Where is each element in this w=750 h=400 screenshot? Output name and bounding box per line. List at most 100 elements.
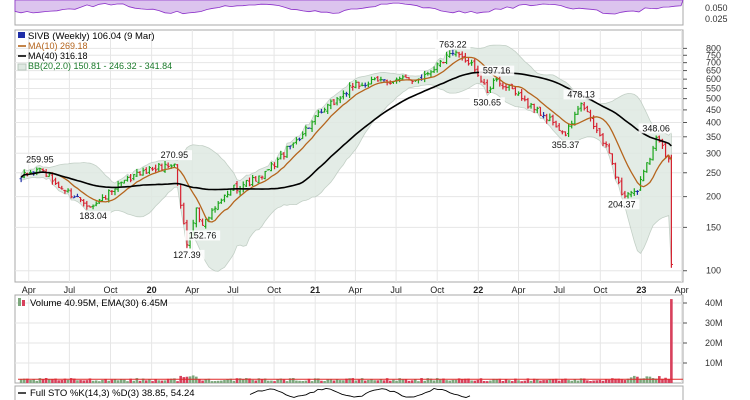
- volume-bar: [301, 381, 304, 383]
- volume-bar: [285, 381, 289, 383]
- price-label: 348.06: [642, 123, 670, 133]
- ohlc-bar: [604, 141, 608, 148]
- ohlc-bar: [535, 106, 539, 114]
- ohlc-bar: [103, 195, 108, 200]
- time-tick-label: Oct: [104, 285, 119, 295]
- volume-bar: [435, 378, 439, 383]
- price-tick-label: 200: [706, 192, 721, 202]
- volume-bar: [401, 379, 405, 383]
- volume-bar: [35, 380, 39, 383]
- time-tick-label: 21: [310, 285, 320, 295]
- volume-bar: [307, 378, 311, 383]
- time-tick-label: Jul: [227, 285, 239, 295]
- ohlc-bar: [235, 181, 239, 194]
- price-label: 127.39: [173, 250, 201, 260]
- price-tick-label: 700: [706, 58, 721, 68]
- volume-bar: [520, 381, 523, 383]
- volume-bar: [320, 380, 323, 383]
- price-label-bg: [604, 199, 640, 210]
- volume-bar: [141, 378, 145, 383]
- price-label-bg: [184, 230, 221, 241]
- ohlc-bar: [210, 208, 214, 220]
- volume-bar: [132, 380, 136, 383]
- time-tick-label: Apr: [22, 285, 36, 295]
- volume-bar: [639, 378, 642, 383]
- volume-bar: [22, 378, 26, 383]
- volume-bar: [526, 378, 530, 383]
- volume-bar: [492, 378, 495, 383]
- volume-legend: Volume 40.95M, EMA(30) 6.45M: [30, 298, 168, 309]
- volume-axis: 10M 20M 30M 40M: [683, 298, 723, 368]
- ohlc-bar: [222, 194, 227, 203]
- price-axis: 100 150 200 250 300 350 400 4505005506006507007…: [683, 43, 721, 276]
- volume-bar: [232, 380, 236, 383]
- ohlc-bar: [607, 143, 611, 154]
- ohlc-bar: [272, 162, 277, 170]
- ohlc-bar: [645, 162, 649, 173]
- time-tick-label: Jul: [390, 285, 402, 295]
- ohlc-bar: [310, 120, 314, 132]
- volume-bar: [332, 380, 336, 383]
- volume-bar: [47, 379, 51, 383]
- volume-bar: [357, 379, 361, 383]
- volume-bar: [91, 380, 95, 383]
- ohlc-bar: [113, 188, 117, 196]
- volume-bar: [385, 378, 389, 383]
- volume-bar: [148, 379, 151, 383]
- ohlc-bar: [470, 59, 474, 66]
- ma10-line: [20, 56, 672, 223]
- volume-bar: [335, 379, 339, 383]
- volume-bar: [116, 380, 120, 383]
- ohlc-bar: [247, 177, 252, 187]
- ohlc-bar: [276, 157, 280, 168]
- volume-bar: [404, 379, 408, 383]
- volume-bar: [454, 379, 458, 383]
- volume-bar: [445, 380, 448, 383]
- volume-bar: [586, 380, 589, 383]
- volume-bar: [360, 378, 364, 383]
- volume-tick-label: 40M: [705, 298, 723, 308]
- volume-bar: [388, 380, 392, 383]
- price-tick-label: 550: [706, 83, 721, 93]
- price-tick-label: 350: [706, 132, 721, 142]
- ohlc-bar: [348, 82, 352, 98]
- price-tick-label: 150: [706, 222, 721, 232]
- ohlc-bar: [426, 71, 430, 76]
- ohlc-bar: [316, 109, 320, 118]
- legend-ma10: MA(10) 269.18: [28, 41, 88, 51]
- price-label-bg: [22, 154, 58, 165]
- volume-bar: [60, 380, 64, 383]
- volume-bar: [426, 378, 430, 383]
- ohlc-bar: [557, 123, 561, 131]
- ohlc-bar: [138, 171, 142, 176]
- volume-bar: [529, 380, 533, 383]
- volume-bar: [19, 379, 23, 383]
- volume-bar: [94, 380, 98, 383]
- price-tick-label: 650: [706, 66, 721, 76]
- volume-bar: [310, 381, 314, 383]
- volume-bar: [226, 379, 229, 383]
- ohlc-bar: [163, 160, 167, 173]
- volume-panel: 10M 20M 30M 40M Volume 40.95M, EMA(30) 6.45…: [14, 294, 723, 384]
- volume-bar: [545, 380, 548, 383]
- volume-bar: [523, 380, 527, 383]
- ohlc-bar: [326, 103, 330, 115]
- volume-bar: [198, 379, 201, 383]
- volume-bar: [439, 379, 442, 383]
- volume-bar: [342, 380, 345, 383]
- ohlc-bar: [294, 137, 299, 145]
- volume-bar: [551, 379, 555, 383]
- ohlc-bar: [147, 166, 151, 174]
- ohlc-bar: [510, 83, 514, 90]
- ohlc-bar: [473, 58, 477, 73]
- volume-bar: [617, 378, 620, 383]
- volume-bar: [457, 378, 461, 383]
- volume-bar: [567, 380, 570, 383]
- volume-bar: [345, 378, 348, 383]
- volume-bar: [607, 379, 611, 383]
- ohlc-bar: [466, 57, 471, 66]
- ohlc-bar: [623, 190, 627, 199]
- volume-bar: [304, 380, 308, 383]
- volume-bar: [379, 379, 383, 383]
